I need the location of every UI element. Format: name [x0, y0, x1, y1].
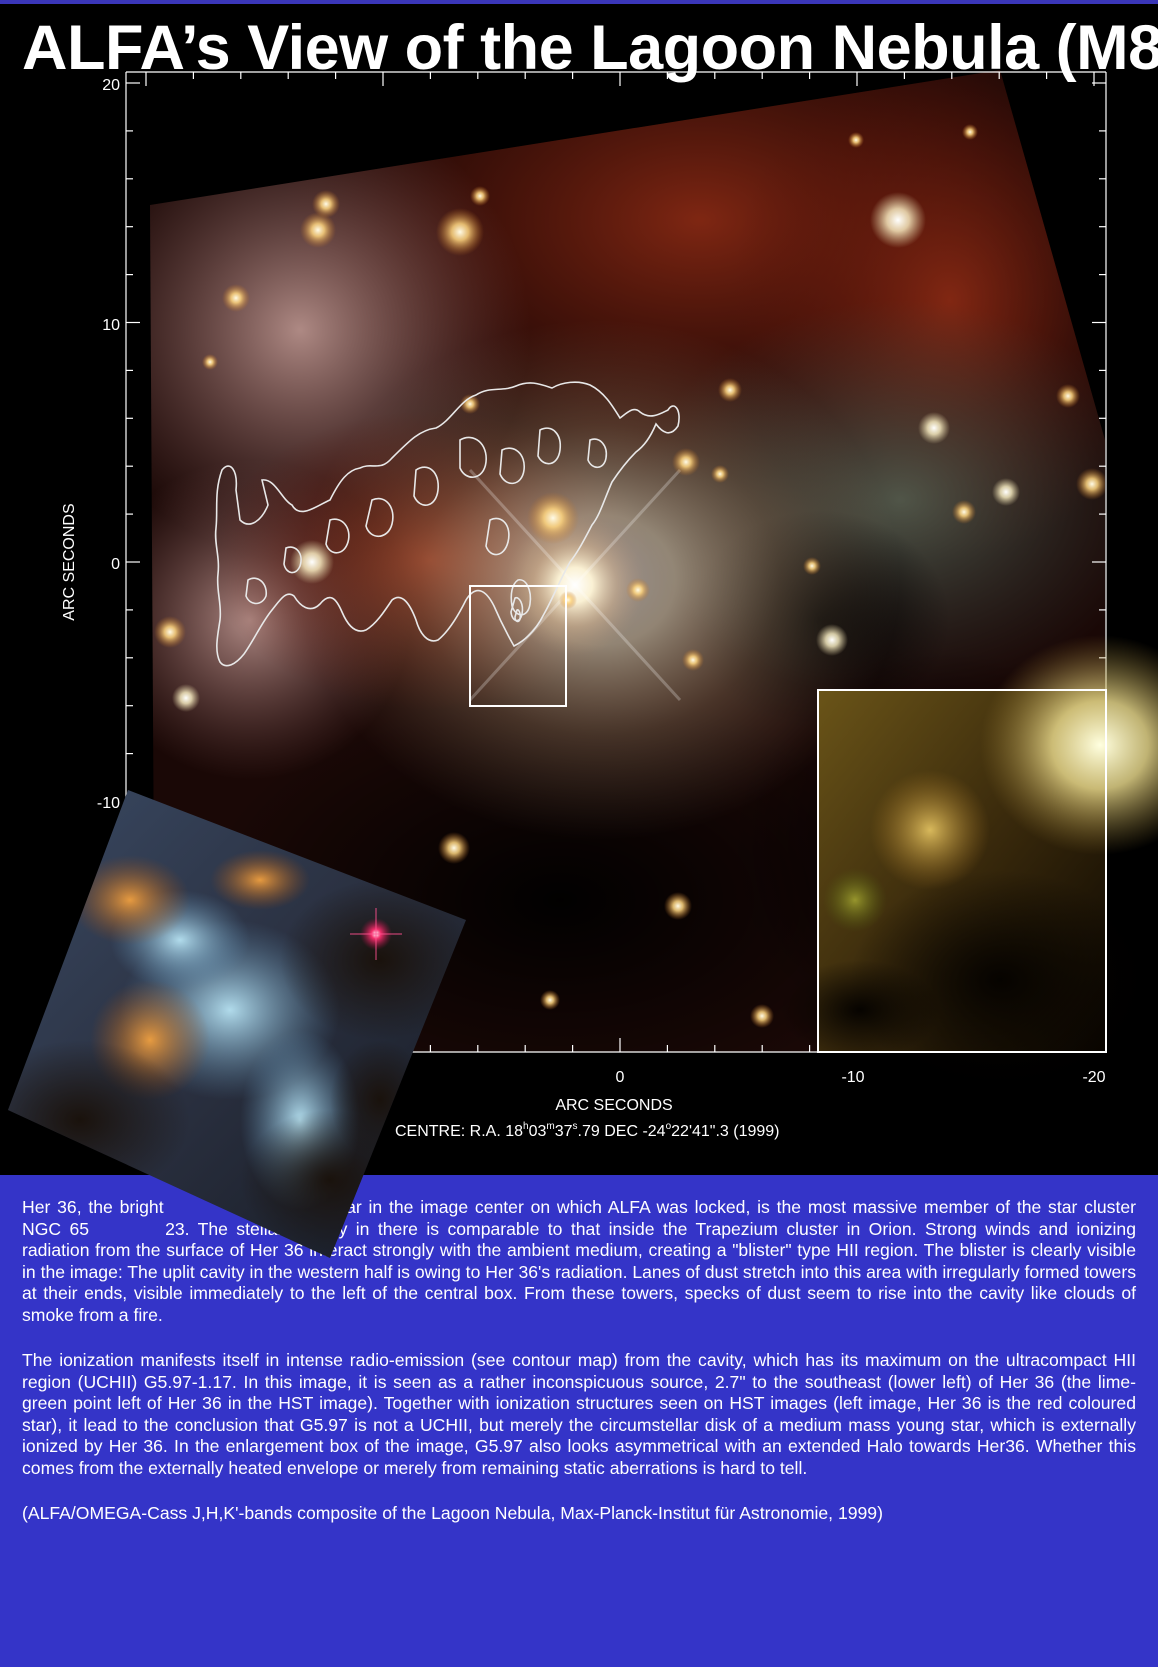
centre-coordinates: CENTRE: R.A. 18h03m37s.79 DEC -24o22'41"… [395, 1121, 780, 1140]
stars [154, 124, 1105, 1028]
central-box [469, 585, 567, 707]
enlargement-inset [780, 635, 1158, 1090]
radio-contours [214, 381, 680, 667]
y-axis-label: ARC SECONDS [61, 503, 78, 620]
paragraph-credit: (ALFA/OMEGA-Cass J,H,K'-bands composite … [22, 1503, 883, 1523]
paragraph-her36-start: Her 36, the bright [22, 1197, 164, 1217]
x-tick-label-minus10: -10 [841, 1069, 864, 1086]
x-tick-label-0: 0 [616, 1069, 625, 1086]
description-panel: Her 36, the bright star in the image cen… [0, 1175, 1158, 1667]
x-axis-label: ARC SECONDS [555, 1097, 672, 1114]
y-tick-label-0: 0 [111, 556, 120, 573]
y-tick-label-20: 20 [102, 77, 120, 94]
top-border [0, 0, 1158, 4]
y-tick-label-minus10: -10 [97, 795, 120, 812]
page-title: ALFA’s View of the Lagoon Nebula (M8) [22, 13, 1158, 83]
paragraph-ionization: The ionization manifests itself in inten… [22, 1350, 1136, 1478]
x-tick-label-minus20: -20 [1082, 1069, 1105, 1086]
y-tick-label-10: 10 [102, 317, 120, 334]
paragraph-her36: Her 36, the bright star in the image cen… [22, 1197, 1136, 1326]
nebula-figure: ARC SECONDS 20 10 0 -10 0 -10 -20 ARC SE… [61, 70, 1158, 1140]
paragraph-her36-rest: 23. The stellar density in there is comp… [22, 1218, 1136, 1325]
